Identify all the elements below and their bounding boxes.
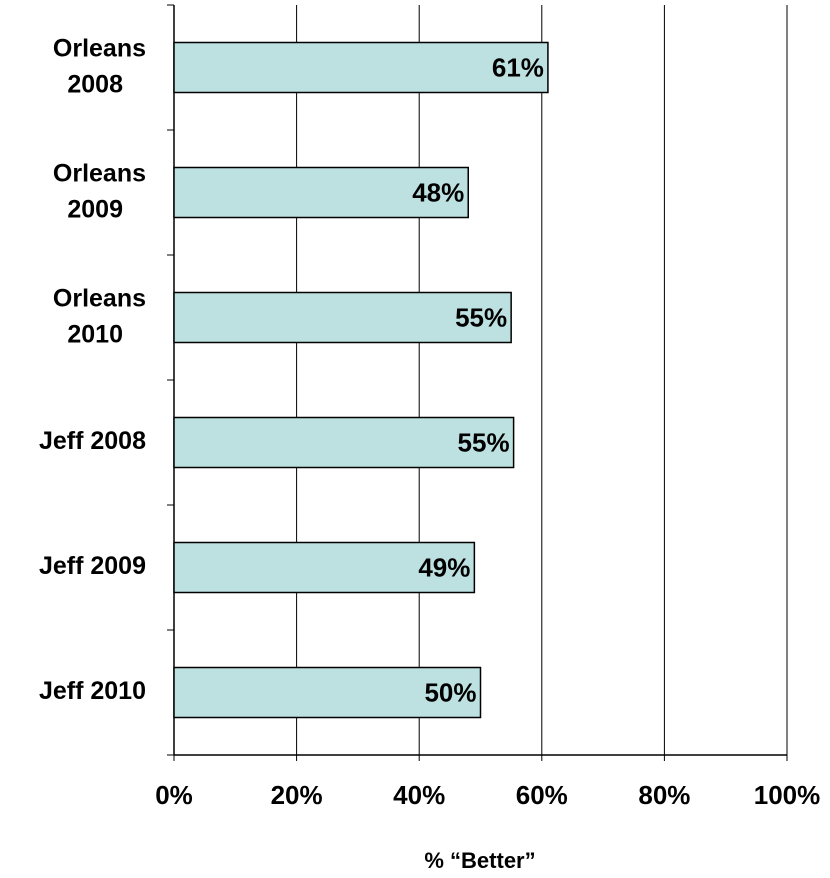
y-tick-label: Jeff 2009: [39, 552, 146, 580]
y-tick-label: Jeff 2010: [39, 677, 146, 705]
bar: [173, 416, 515, 469]
x-tick-label: 0%: [155, 780, 193, 810]
data-label: 49%: [418, 552, 470, 582]
data-label: 55%: [458, 427, 510, 457]
y-tick-label: Jeff 2008: [39, 427, 146, 455]
data-label: 55%: [455, 302, 507, 332]
x-tick-label: 100%: [754, 780, 821, 810]
data-label: 48%: [412, 177, 464, 207]
x-tick-label: 40%: [393, 780, 445, 810]
y-tick-label: Orleans 2008: [53, 34, 146, 98]
bar: [173, 666, 482, 719]
x-axis-title: % “Better”: [424, 848, 535, 873]
bar: [173, 291, 512, 344]
x-tick-label: 60%: [516, 780, 568, 810]
bar: [173, 41, 549, 94]
x-tick-label: 20%: [271, 780, 323, 810]
bar: [173, 166, 469, 219]
x-tick-label: 80%: [638, 780, 690, 810]
data-label: 61%: [492, 52, 544, 82]
y-tick-label: Orleans 2010: [53, 284, 146, 348]
data-label: 50%: [424, 677, 476, 707]
y-tick-label: Orleans 2009: [53, 159, 146, 223]
bar: [173, 541, 476, 594]
